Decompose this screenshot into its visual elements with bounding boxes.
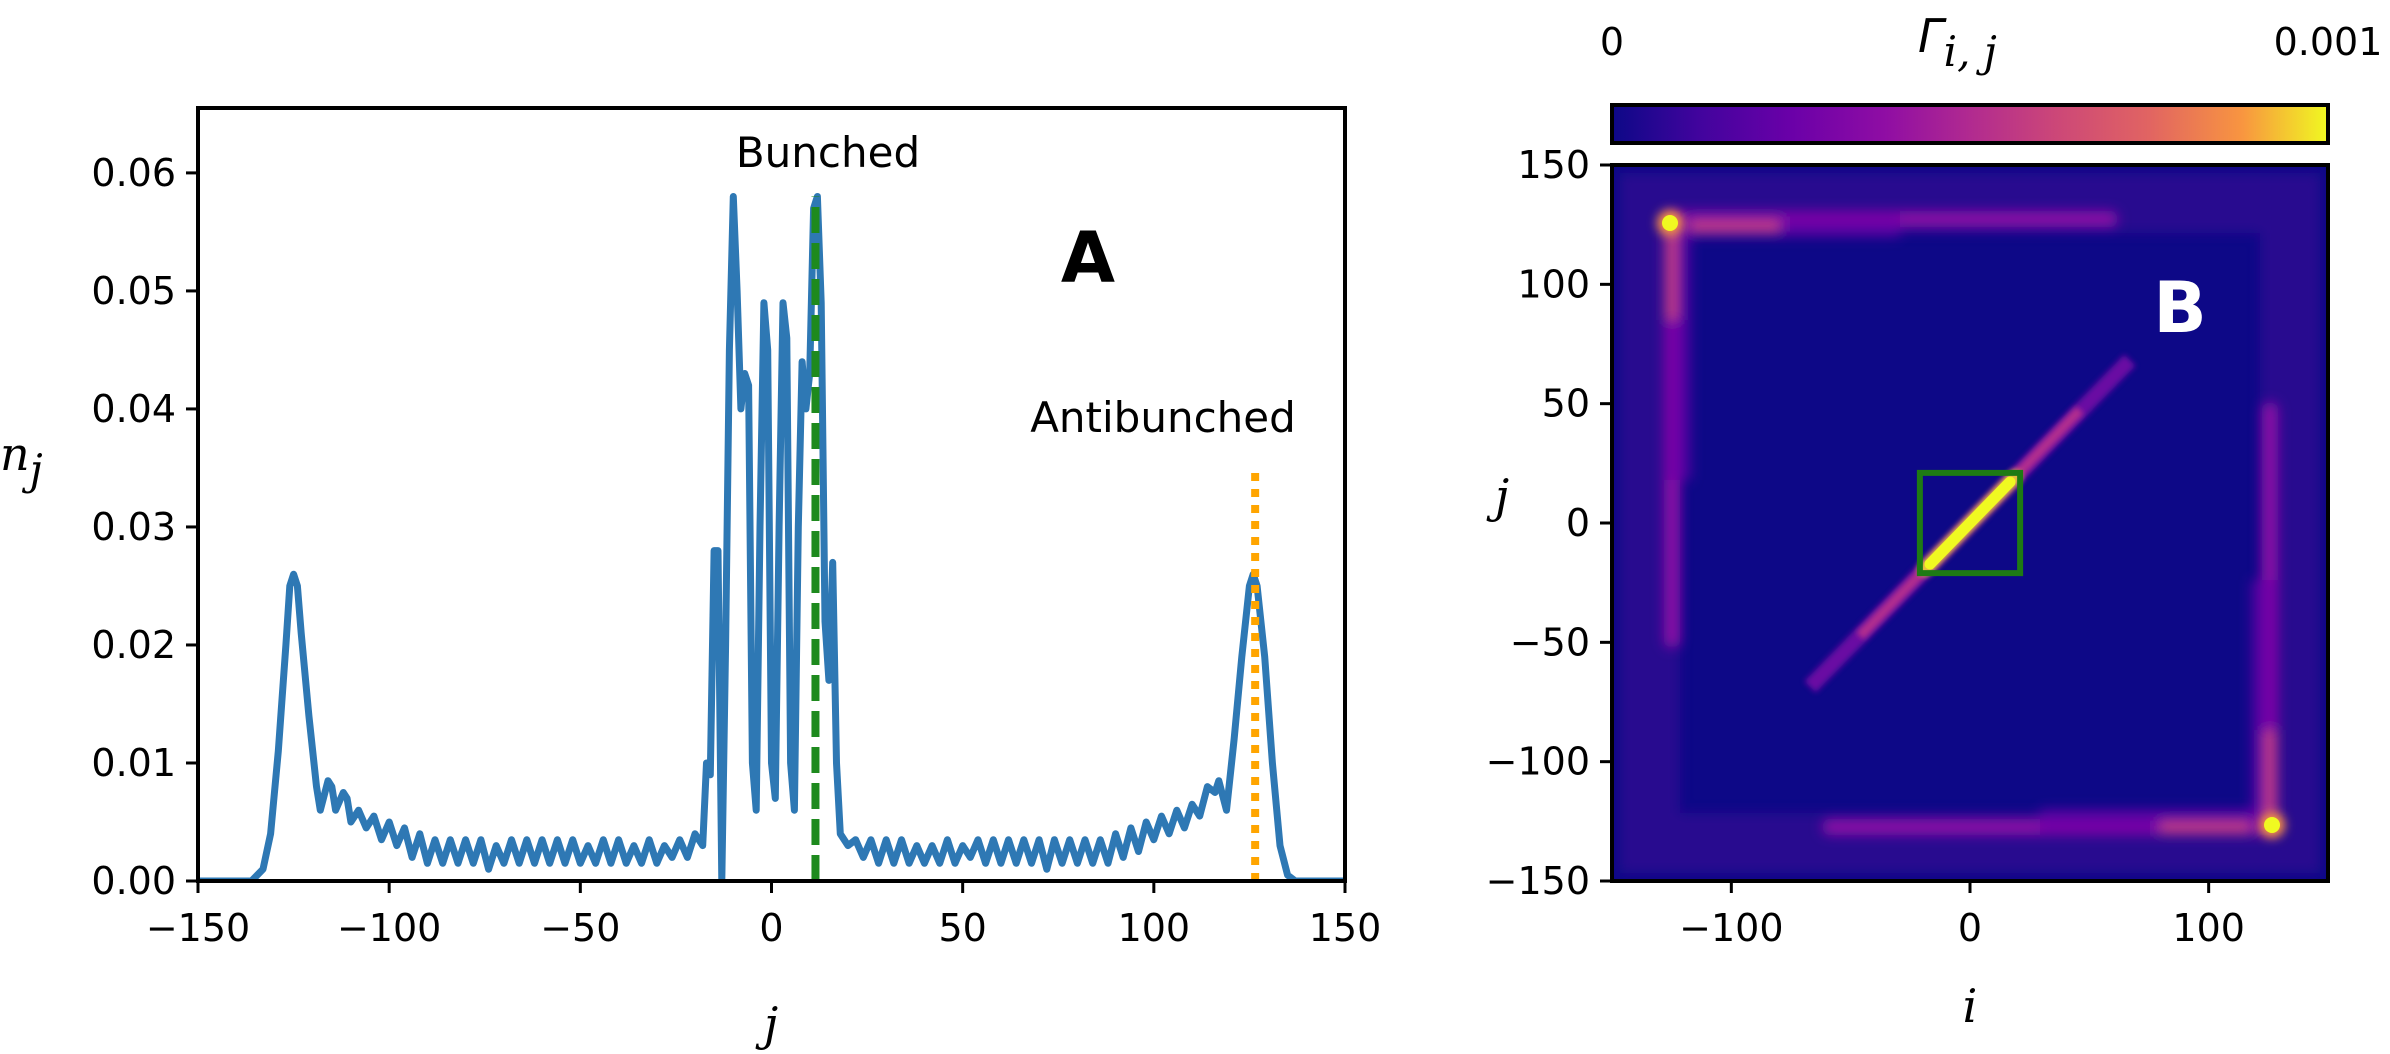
heatmap-image: [1612, 165, 2328, 881]
heatmap-halo: [1620, 173, 2320, 873]
y-tick-label: −100: [1486, 740, 1590, 784]
y-axis-title-main: n: [0, 427, 30, 481]
panel-a-line-chart: −150 −100 −50 0 50 100 150 0.000.010.020.030.0…: [0, 106, 1381, 1051]
y-tick-label: 150: [1517, 143, 1590, 187]
x-tick-label: 150: [1309, 906, 1382, 950]
heatmap-diagonal: [1804, 354, 2136, 693]
x-tick-label: −150: [146, 906, 250, 950]
panel-label-b: B: [2153, 267, 2206, 349]
x-axis-title-b: i: [1963, 979, 1978, 1033]
y-tick-label: 0.03: [91, 505, 176, 549]
heatmap-corner-peaks: [1657, 210, 2285, 838]
colorbar-max-label: 0.001: [2274, 20, 2383, 64]
x-axis-a: −150 −100 −50 0 50 100 150: [146, 881, 1381, 950]
colorbar-title-sub: i, j: [1944, 27, 1997, 76]
y-axis-title-a: nj: [0, 427, 43, 494]
y-tick-label: 0.04: [91, 387, 176, 431]
x-axis-b: −100 0 100: [1679, 881, 2245, 950]
x-tick-label: 0: [1958, 906, 1982, 950]
y-axis-a: 0.00 0.01 0.02 0.03 0.04 0.05 0.06: [91, 151, 198, 903]
y-tick-label: 0.02: [91, 623, 176, 667]
x-tick-label: −100: [1679, 906, 1783, 950]
y-axis-b: 150 100 50 0 −50 −100 −150: [1486, 143, 1612, 903]
y-tick-label: 0.01: [91, 741, 176, 785]
x-tick-label: 0: [759, 906, 783, 950]
y-tick-label: 0.06: [91, 151, 176, 195]
colorbar-title: Γi, j: [1918, 9, 1997, 76]
y-tick-label: −50: [1510, 620, 1590, 664]
colorbar-title-main: Γ: [1918, 9, 1947, 63]
x-tick-label: 100: [1118, 906, 1191, 950]
x-tick-label: 50: [938, 906, 986, 950]
highlight-box: [1916, 469, 2024, 577]
x-axis-title-a: j: [755, 997, 778, 1051]
y-tick-label: 50: [1542, 382, 1590, 426]
y-axis-title-b: j: [1486, 469, 1509, 523]
panel-b-heatmap: B −100 0 100 150 100 50 0 −50 −100 −150 i j 0 0.…: [1486, 9, 2383, 1033]
panel-label-a: A: [1061, 217, 1115, 299]
x-tick-label: −50: [540, 906, 620, 950]
y-tick-label: −150: [1486, 859, 1590, 903]
y-tick-label: 0: [1566, 501, 1590, 545]
bunched-annotation: Bunched: [736, 128, 920, 177]
y-tick-label: 0.00: [91, 859, 176, 903]
colorbar-min-label: 0: [1600, 20, 1624, 64]
heatmap-edge-bands: [1664, 211, 2278, 835]
antibunched-annotation: Antibunched: [1030, 393, 1296, 442]
x-tick-label: 100: [2172, 906, 2245, 950]
x-tick-label: −100: [337, 906, 441, 950]
colorbar: 0 0.001 Γi, j: [1600, 9, 2383, 145]
series-layer: [198, 193, 1345, 881]
y-tick-label: 100: [1517, 262, 1590, 306]
reference-lines: [811, 196, 1260, 881]
series-line-0: [198, 193, 1345, 881]
y-tick-label: 0.05: [91, 269, 176, 313]
colorbar-gradient: [1610, 103, 2330, 145]
